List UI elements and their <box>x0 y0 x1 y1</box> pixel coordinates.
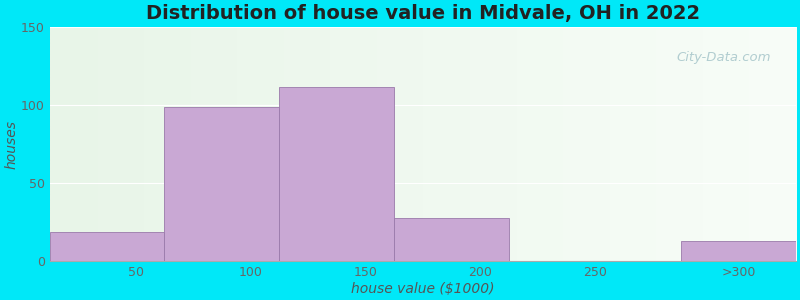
Bar <box>50 232 165 261</box>
Bar <box>165 107 279 261</box>
Bar <box>279 87 394 261</box>
Title: Distribution of house value in Midvale, OH in 2022: Distribution of house value in Midvale, … <box>146 4 700 23</box>
Bar <box>394 218 509 261</box>
X-axis label: house value ($1000): house value ($1000) <box>351 282 494 296</box>
Bar <box>681 241 796 261</box>
Text: City-Data.com: City-Data.com <box>677 51 771 64</box>
Y-axis label: houses: houses <box>4 120 18 169</box>
